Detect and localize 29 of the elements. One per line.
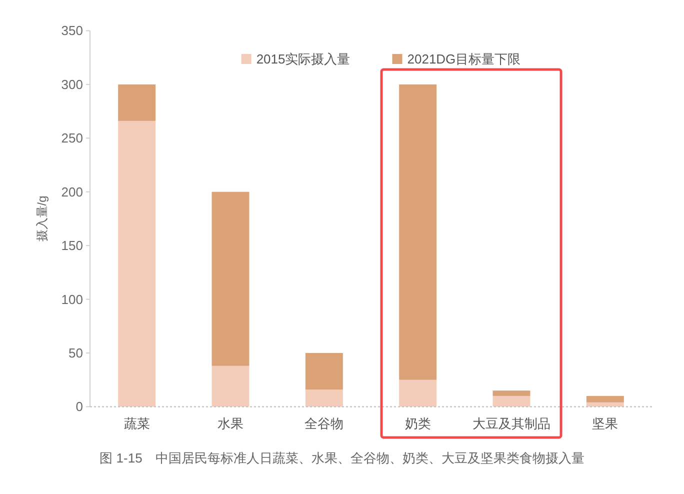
x-tick-label: 全谷物 bbox=[304, 416, 344, 432]
x-tick-label: 蔬菜 bbox=[124, 416, 150, 432]
bar bbox=[305, 390, 343, 407]
y-axis-title: 摄入量/g bbox=[35, 196, 49, 242]
bar bbox=[118, 120, 156, 407]
caption: 图 1-15 中国居民每标准人日蔬菜、水果、全谷物、奶类、大豆及坚果类食物摄入量 bbox=[100, 450, 584, 466]
x-tick-label: 大豆及其制品 bbox=[472, 416, 550, 432]
bar bbox=[212, 366, 250, 407]
bar bbox=[212, 192, 250, 366]
bar bbox=[586, 396, 624, 402]
y-tick-label: 0 bbox=[76, 399, 83, 414]
y-tick-label: 100 bbox=[61, 292, 83, 307]
y-tick-label: 150 bbox=[61, 238, 83, 254]
x-tick-label: 水果 bbox=[218, 416, 244, 432]
legend-label: 2021DG目标量下限 bbox=[407, 52, 521, 66]
y-tick-label: 200 bbox=[61, 184, 83, 200]
bar bbox=[399, 380, 437, 407]
legend-label: 2015实际摄入量 bbox=[256, 52, 350, 66]
x-tick-label: 坚果 bbox=[592, 416, 618, 432]
bar bbox=[305, 352, 343, 390]
bar bbox=[118, 84, 156, 121]
y-tick-label: 300 bbox=[61, 76, 83, 92]
bar bbox=[399, 84, 437, 380]
bar bbox=[492, 390, 530, 396]
y-tick-label: 350 bbox=[61, 23, 83, 38]
y-tick-label: 250 bbox=[61, 130, 83, 146]
bar bbox=[492, 396, 530, 407]
y-tick-label: 50 bbox=[68, 345, 83, 360]
x-tick-label: 奶类 bbox=[404, 416, 431, 432]
